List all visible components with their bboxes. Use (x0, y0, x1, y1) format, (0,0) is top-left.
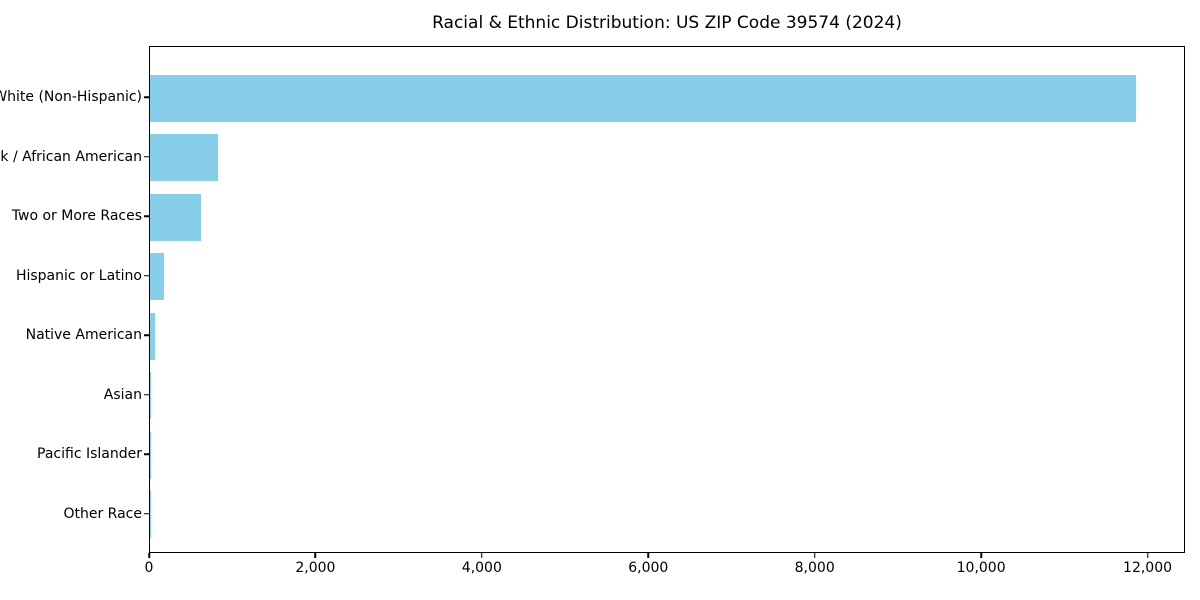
x-tick-label: 4,000 (461, 560, 502, 576)
x-tick-label: 12,000 (1123, 560, 1173, 576)
y-tick-mark (144, 274, 149, 277)
x-tick-mark (647, 553, 650, 558)
bar-white-non-hispanic (150, 74, 1137, 122)
y-tick-label: Asian (103, 386, 142, 403)
x-tick-label: 10,000 (956, 560, 1006, 576)
x-tick-label: 8,000 (794, 560, 835, 576)
x-tick-label: 0 (144, 560, 154, 576)
bar-asian (150, 372, 151, 419)
x-tick-label: 2,000 (295, 560, 336, 576)
x-tick-mark (1146, 553, 1149, 558)
plot-area (149, 46, 1185, 553)
y-tick-label: Black / African American (0, 148, 142, 165)
bar-native-american (150, 312, 155, 360)
x-tick-mark (481, 553, 483, 558)
x-tick-mark (980, 553, 982, 558)
y-tick-mark (144, 155, 149, 158)
x-tick-mark (813, 553, 816, 558)
y-tick-label: Other Race (63, 505, 142, 522)
y-tick-label: Pacific Islander (37, 446, 142, 462)
y-tick-mark (144, 512, 149, 515)
y-tick-label: Native American (25, 327, 142, 343)
x-tick-label: 6,000 (628, 560, 669, 576)
bar-black-african-american (150, 134, 219, 181)
y-tick-label: Hispanic or Latino (15, 267, 142, 284)
y-tick-mark (144, 334, 149, 336)
y-tick-mark (144, 393, 149, 396)
y-tick-mark (144, 96, 149, 98)
y-tick-label: Two or More Races (11, 208, 142, 224)
x-tick-mark (148, 553, 150, 558)
bar-hispanic-or-latino (150, 253, 165, 300)
y-tick-mark (144, 215, 149, 217)
bar-two-or-more-races (150, 193, 202, 241)
y-tick-mark (144, 453, 149, 455)
chart-title: Racial & Ethnic Distribution: US ZIP Cod… (432, 13, 902, 33)
x-tick-mark (314, 553, 317, 558)
y-tick-label: White (Non-Hispanic) (0, 89, 142, 105)
